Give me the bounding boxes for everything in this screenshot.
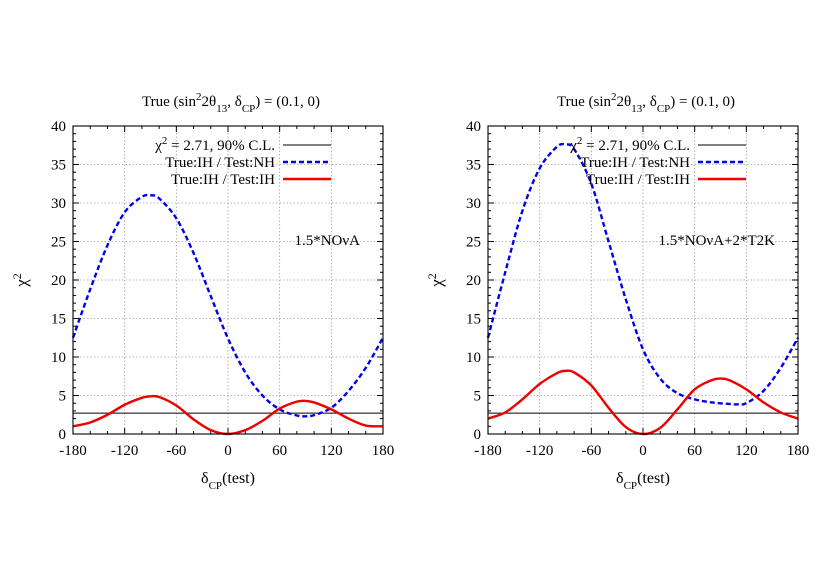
legend-label-1: χ2 = 2.71, 90% C.L. xyxy=(569,135,690,154)
x-tick-label: -120 xyxy=(111,443,139,459)
x-tick-label: 0 xyxy=(224,443,232,459)
y-tick-label: 40 xyxy=(466,119,481,135)
annotation-label: 1.5*NOνA+2*T2K xyxy=(659,233,776,249)
chart-title: True (sin22θ13, δCP) = (0.1, 0) xyxy=(557,91,735,115)
y-axis-label: χ2 xyxy=(10,273,31,288)
plot-frame xyxy=(72,125,384,435)
series-line-2 xyxy=(71,193,385,418)
x-tick-label: -180 xyxy=(59,443,87,459)
plot-frame xyxy=(487,125,799,435)
y-tick-label: 30 xyxy=(466,196,481,212)
y-tick-label: 15 xyxy=(466,312,481,328)
chart-title: True (sin22θ13, δCP) = (0.1, 0) xyxy=(142,91,320,115)
y-tick-label: 25 xyxy=(51,235,66,251)
y-tick-label: 0 xyxy=(474,427,482,443)
x-tick-label: 60 xyxy=(272,443,287,459)
x-tick-label: 0 xyxy=(639,443,647,459)
legend-label-2: True:IH / Test:NH xyxy=(580,155,690,171)
x-axis-label: δCP(test) xyxy=(201,470,255,492)
y-tick-label: 5 xyxy=(59,389,67,405)
x-tick-label: 180 xyxy=(787,443,810,459)
x-tick-label: 180 xyxy=(372,443,395,459)
y-tick-label: 10 xyxy=(466,350,481,366)
y-tick-label: 20 xyxy=(466,273,481,289)
y-tick-label: 30 xyxy=(51,196,66,212)
x-tick-label: -60 xyxy=(581,443,601,459)
series-line-2 xyxy=(486,142,800,406)
y-tick-label: 25 xyxy=(466,235,481,251)
y-tick-label: 0 xyxy=(59,427,67,443)
y-tick-label: 5 xyxy=(474,389,482,405)
legend-label-3: True:IH / Test:IH xyxy=(586,172,690,188)
chart-panel-1: -180 -120 -60 0 60 120 180 0 5 10 15 20 25 30 35 40 True… xyxy=(10,91,394,492)
x-tick-label: 120 xyxy=(320,443,343,459)
legend-label-3: True:IH / Test:IH xyxy=(171,172,275,188)
y-tick-label: 10 xyxy=(51,350,66,366)
y-axis-label-group: χ2 xyxy=(425,273,446,288)
y-axis-label: χ2 xyxy=(425,273,446,288)
x-tick-label: -60 xyxy=(166,443,186,459)
legend-label-2: True:IH / Test:NH xyxy=(165,155,275,171)
y-tick-label: 20 xyxy=(51,273,66,289)
y-tick-label: 35 xyxy=(466,158,481,174)
y-tick-label: 15 xyxy=(51,312,66,328)
legend-label-1: χ2 = 2.71, 90% C.L. xyxy=(154,135,275,154)
y-tick-label: 35 xyxy=(51,158,66,174)
x-tick-label: -180 xyxy=(474,443,502,459)
chart-panel-2: -180 -120 -60 0 60 120 180 0 5 10 15 20 25 30 35 40 True… xyxy=(425,91,809,492)
x-tick-label: 120 xyxy=(735,443,758,459)
x-tick-label: 60 xyxy=(687,443,702,459)
x-axis-label: δCP(test) xyxy=(616,470,670,492)
y-axis-label-group: χ2 xyxy=(10,273,31,288)
y-tick-label: 40 xyxy=(51,119,66,135)
x-tick-label: -120 xyxy=(526,443,554,459)
annotation-label: 1.5*NOνA xyxy=(294,233,360,249)
